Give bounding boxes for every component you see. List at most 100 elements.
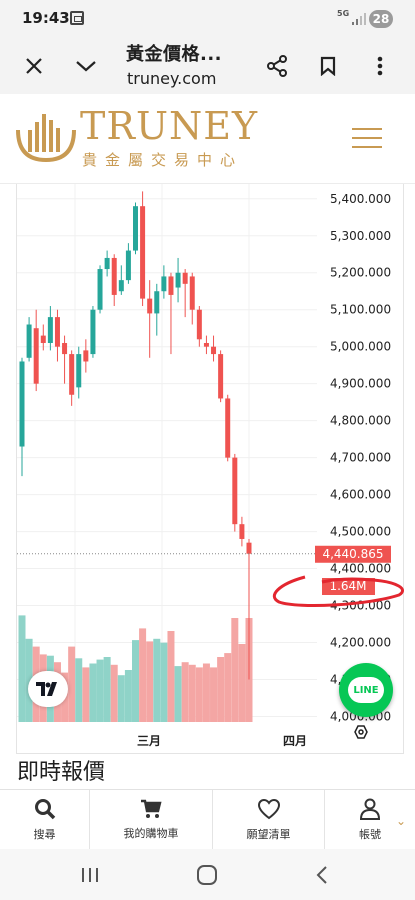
- volume-bar: [139, 628, 147, 722]
- volume-bar: [96, 659, 104, 722]
- cart-icon: [141, 799, 162, 818]
- volume-bar: [174, 666, 182, 722]
- user-icon: [359, 798, 381, 820]
- candle-body: [203, 342, 209, 347]
- candle-body: [54, 317, 60, 347]
- volume-bar: [238, 644, 246, 722]
- close-icon[interactable]: [16, 48, 52, 84]
- chart-settings-icon[interactable]: [354, 725, 368, 739]
- last-volume-label: 1.64M: [329, 579, 366, 593]
- volume-bar: [110, 664, 118, 722]
- nav-account[interactable]: 帳號: [325, 790, 415, 850]
- y-tick-label: 4,400.000: [330, 562, 391, 576]
- candle-body: [26, 324, 32, 358]
- bookmark-icon[interactable]: [310, 48, 346, 84]
- site-header: TRUNEY 貴金屬交易中心: [0, 94, 415, 184]
- candle-body: [189, 276, 195, 310]
- candle-body: [19, 361, 25, 447]
- more-options-icon[interactable]: [362, 48, 398, 84]
- signal-icon: [352, 13, 366, 25]
- candle-body: [218, 354, 224, 399]
- status-bar: 19:43 5G 28: [0, 0, 415, 38]
- candlestick-chart[interactable]: 5,400.000 5,300.000 5,200.000 5,100.000 5,00…: [17, 184, 405, 754]
- volume-bar: [217, 657, 225, 722]
- candle-body: [147, 298, 153, 314]
- volume-bar: [181, 662, 189, 722]
- system-navigation-bar: [0, 849, 415, 900]
- y-tick-label: 5,300.000: [330, 229, 391, 243]
- truney-logo-icon[interactable]: [14, 108, 78, 164]
- page-url[interactable]: truney.com: [127, 69, 217, 88]
- candle-body: [211, 346, 217, 355]
- candle-body: [232, 457, 238, 525]
- volume-bar: [195, 667, 203, 722]
- menu-icon[interactable]: [352, 128, 384, 150]
- candle-body: [83, 350, 89, 362]
- candle-body: [225, 398, 231, 458]
- candle-body: [97, 269, 103, 310]
- y-tick-label: 5,100.000: [330, 303, 391, 317]
- volume-bar: [124, 670, 132, 722]
- nav-cart-label: 我的購物車: [123, 827, 179, 840]
- nav-cart[interactable]: 我的購物車: [90, 790, 213, 850]
- line-chat-button[interactable]: LINE: [339, 663, 393, 717]
- candle-body: [69, 354, 75, 395]
- y-tick-label: 5,000.000: [330, 340, 391, 354]
- candle-body: [161, 276, 167, 292]
- page-title: 黃金價格...: [126, 44, 223, 65]
- share-icon[interactable]: [259, 48, 295, 84]
- search-icon: [34, 799, 55, 820]
- volume-bar: [103, 657, 111, 722]
- chevron-down-icon[interactable]: [68, 48, 104, 84]
- screen-record-icon: [70, 11, 84, 25]
- volume-bar: [75, 658, 83, 722]
- chevron-down-icon[interactable]: ⌄: [396, 814, 407, 828]
- y-tick-label: 5,400.000: [330, 192, 391, 206]
- volume-bar: [117, 675, 125, 722]
- back-icon[interactable]: [311, 863, 335, 887]
- heart-icon: [257, 798, 280, 820]
- nav-search-label: 搜尋: [33, 828, 56, 841]
- candle-body: [182, 272, 188, 284]
- volume-bar: [210, 667, 218, 722]
- recent-apps-icon[interactable]: [78, 863, 102, 887]
- home-icon[interactable]: [195, 863, 219, 887]
- y-tick-label: 5,200.000: [330, 266, 391, 280]
- candle-body: [154, 291, 160, 314]
- volume-bar: [231, 618, 239, 722]
- candle-body: [175, 272, 181, 288]
- price-chart[interactable]: 5,400.000 5,300.000 5,200.000 5,100.000 5,00…: [16, 184, 405, 754]
- logo-subtitle: 貴金屬交易中心: [82, 151, 244, 169]
- candle-body: [133, 206, 138, 251]
- volume-bar: [160, 642, 168, 722]
- candle-body: [33, 328, 39, 384]
- battery-indicator: 28: [369, 10, 393, 28]
- last-volume-tag: [322, 578, 375, 595]
- candle-body: [47, 317, 53, 343]
- candle-body: [111, 257, 117, 295]
- tradingview-logo-icon[interactable]: [28, 671, 68, 707]
- nav-wishlist-label: 願望清單: [246, 828, 291, 841]
- candle-body: [90, 309, 96, 355]
- logo-name[interactable]: TRUNEY: [80, 104, 259, 148]
- nav-wishlist[interactable]: 願望清單: [213, 790, 325, 850]
- candle-body: [239, 524, 245, 539]
- y-tick-label: 4,900.000: [330, 377, 391, 391]
- candle-body: [125, 250, 131, 281]
- candle-body: [246, 542, 252, 554]
- volume-bar: [146, 641, 154, 722]
- last-price-tag: [315, 545, 391, 563]
- last-price-label: 4,440.865: [322, 547, 383, 561]
- volume-bar: [68, 646, 76, 722]
- volume-bar: [224, 653, 232, 722]
- volume-bar: [153, 638, 161, 722]
- nav-search[interactable]: 搜尋: [0, 790, 90, 850]
- candle-body: [40, 335, 46, 343]
- nav-account-label: 帳號: [359, 828, 381, 841]
- bottom-navigation: 搜尋 我的購物車 願望清單 帳號 ⌄: [0, 789, 415, 850]
- volume-bar: [167, 631, 175, 722]
- section-title: 即時報價: [17, 760, 106, 785]
- y-tick-label: 4,800.000: [330, 414, 391, 428]
- volume-bar: [202, 663, 210, 722]
- y-tick-label: 4,700.000: [330, 451, 391, 465]
